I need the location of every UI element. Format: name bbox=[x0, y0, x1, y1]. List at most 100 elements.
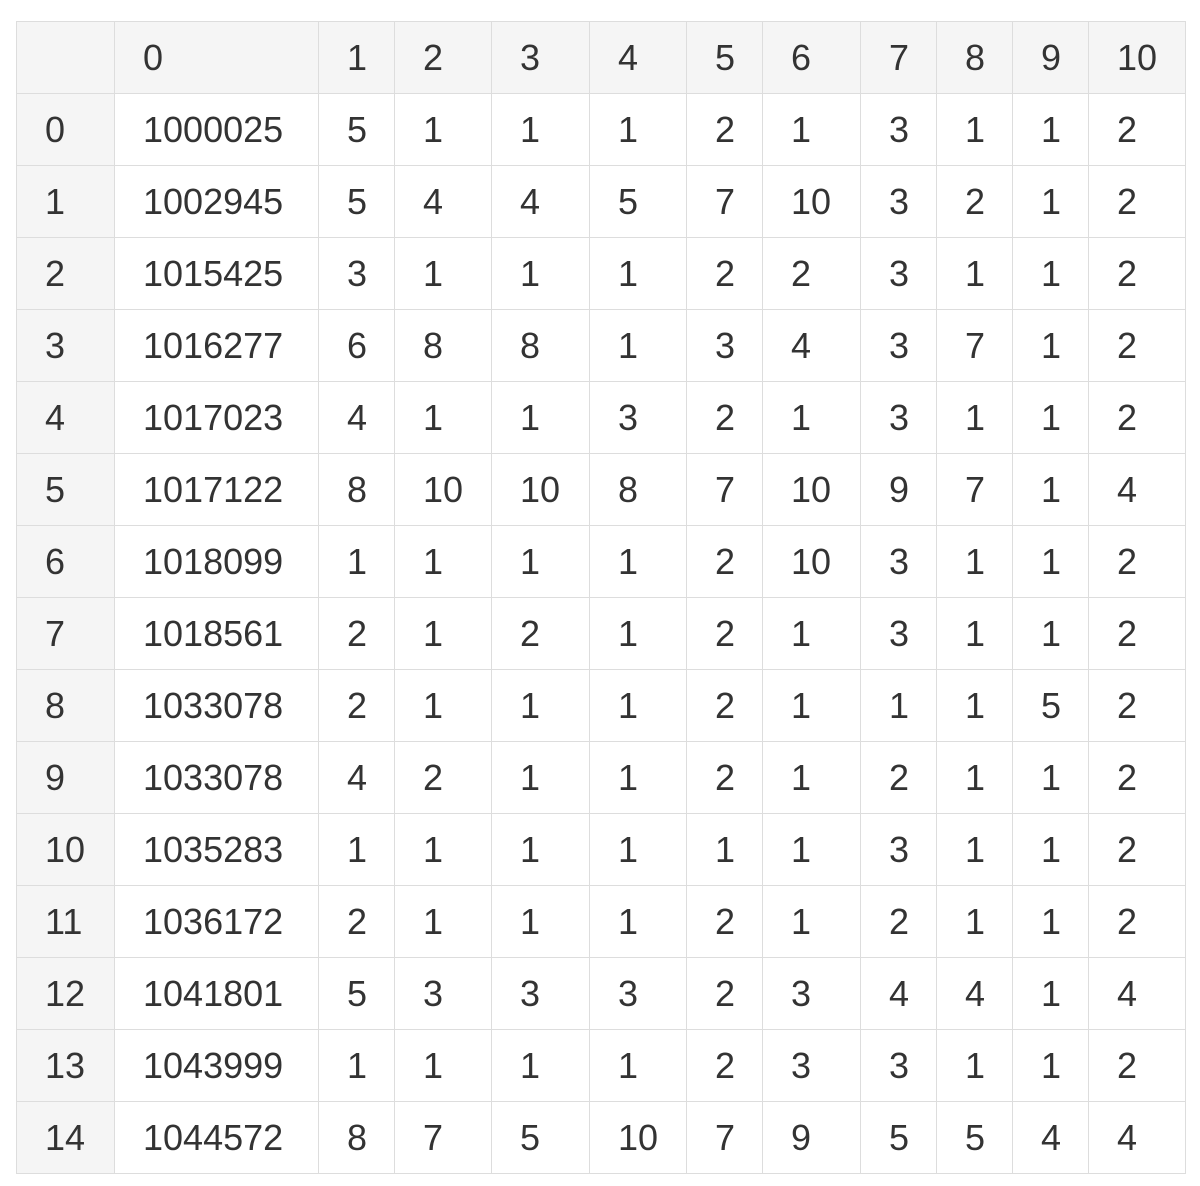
table-cell: 1 bbox=[491, 237, 590, 310]
table-row: 14 1044572 8 7 5 10 7 9 5 5 4 4 bbox=[16, 1101, 1186, 1174]
table-cell: 1015425 bbox=[114, 237, 319, 310]
row-index-cell: 13 bbox=[16, 1029, 115, 1102]
table-cell: 1 bbox=[394, 885, 492, 958]
table-cell: 2 bbox=[1088, 741, 1186, 814]
table-cell: 2 bbox=[1088, 237, 1186, 310]
table-cell: 1018099 bbox=[114, 525, 319, 598]
table-cell: 3 bbox=[860, 237, 937, 310]
table-cell: 3 bbox=[589, 957, 687, 1030]
table-cell: 3 bbox=[860, 813, 937, 886]
table-cell: 1 bbox=[762, 381, 861, 454]
table-cell: 4 bbox=[1012, 1101, 1089, 1174]
table-row: 8 1033078 2 1 1 1 2 1 1 1 5 2 bbox=[16, 669, 1186, 742]
column-header-3: 3 bbox=[491, 21, 590, 94]
table-cell: 8 bbox=[491, 309, 590, 382]
row-index-cell: 7 bbox=[16, 597, 115, 670]
table-row: 10 1035283 1 1 1 1 1 1 3 1 1 2 bbox=[16, 813, 1186, 886]
table-cell: 1 bbox=[1012, 453, 1089, 526]
table-cell: 2 bbox=[686, 237, 763, 310]
table-cell: 2 bbox=[1088, 165, 1186, 238]
table-cell: 1 bbox=[589, 597, 687, 670]
table-cell: 2 bbox=[1088, 669, 1186, 742]
table-cell: 3 bbox=[860, 1029, 937, 1102]
table-cell: 1 bbox=[589, 93, 687, 166]
header-row: 0 1 2 3 4 5 6 7 8 9 10 bbox=[16, 21, 1186, 94]
dataframe-table: 0 1 2 3 4 5 6 7 8 9 10 0 1000025 5 1 1 1 2 1 3 1 1 2 1 1002945 5… bbox=[16, 21, 1186, 1174]
table-cell: 2 bbox=[491, 597, 590, 670]
table-cell: 8 bbox=[394, 309, 492, 382]
table-cell: 2 bbox=[1088, 597, 1186, 670]
table-row: 1 1002945 5 4 4 5 7 10 3 2 1 2 bbox=[16, 165, 1186, 238]
table-cell: 1 bbox=[1012, 165, 1089, 238]
table-cell: 1 bbox=[318, 813, 395, 886]
table-row: 0 1000025 5 1 1 1 2 1 3 1 1 2 bbox=[16, 93, 1186, 166]
table-cell: 2 bbox=[936, 165, 1013, 238]
table-cell: 1 bbox=[491, 813, 590, 886]
table-cell: 1 bbox=[1012, 525, 1089, 598]
table-cell: 3 bbox=[491, 957, 590, 1030]
table-cell: 3 bbox=[860, 597, 937, 670]
column-header-1: 1 bbox=[318, 21, 395, 94]
table-cell: 1 bbox=[491, 669, 590, 742]
table-row: 4 1017023 4 1 1 3 2 1 3 1 1 2 bbox=[16, 381, 1186, 454]
table-cell: 1 bbox=[394, 1029, 492, 1102]
table-cell: 2 bbox=[860, 741, 937, 814]
table-cell: 1017023 bbox=[114, 381, 319, 454]
table-cell: 1 bbox=[589, 885, 687, 958]
table-cell: 1 bbox=[762, 597, 861, 670]
table-cell: 1 bbox=[762, 741, 861, 814]
table-cell: 3 bbox=[860, 381, 937, 454]
table-cell: 1 bbox=[589, 1029, 687, 1102]
table-cell: 7 bbox=[686, 165, 763, 238]
table-cell: 8 bbox=[318, 1101, 395, 1174]
table-cell: 10 bbox=[394, 453, 492, 526]
table-cell: 10 bbox=[762, 453, 861, 526]
table-cell: 4 bbox=[318, 381, 395, 454]
table-cell: 1 bbox=[589, 309, 687, 382]
column-header-8: 8 bbox=[936, 21, 1013, 94]
table-cell: 2 bbox=[1088, 309, 1186, 382]
table-cell: 1 bbox=[589, 741, 687, 814]
table-cell: 9 bbox=[762, 1101, 861, 1174]
table-cell: 1 bbox=[936, 597, 1013, 670]
table-cell: 2 bbox=[686, 957, 763, 1030]
table-cell: 10 bbox=[491, 453, 590, 526]
table-cell: 8 bbox=[318, 453, 395, 526]
table-cell: 1 bbox=[762, 885, 861, 958]
table-cell: 1 bbox=[491, 885, 590, 958]
table-cell: 1018561 bbox=[114, 597, 319, 670]
table-cell: 3 bbox=[860, 93, 937, 166]
table-cell: 3 bbox=[589, 381, 687, 454]
table-cell: 3 bbox=[762, 957, 861, 1030]
table-cell: 4 bbox=[394, 165, 492, 238]
table-cell: 7 bbox=[936, 453, 1013, 526]
table-cell: 4 bbox=[318, 741, 395, 814]
table-cell: 7 bbox=[686, 453, 763, 526]
table-cell: 3 bbox=[686, 309, 763, 382]
table-cell: 1 bbox=[394, 93, 492, 166]
table-cell: 1 bbox=[491, 741, 590, 814]
table-cell: 2 bbox=[686, 93, 763, 166]
table-cell: 2 bbox=[1088, 381, 1186, 454]
table-cell: 2 bbox=[686, 525, 763, 598]
table-cell: 1 bbox=[1012, 381, 1089, 454]
table-cell: 1 bbox=[589, 525, 687, 598]
table-cell: 4 bbox=[1088, 957, 1186, 1030]
table-row: 3 1016277 6 8 8 1 3 4 3 7 1 2 bbox=[16, 309, 1186, 382]
column-header-5: 5 bbox=[686, 21, 763, 94]
table-cell: 3 bbox=[860, 309, 937, 382]
table-cell: 1 bbox=[860, 669, 937, 742]
row-index-cell: 0 bbox=[16, 93, 115, 166]
table-cell: 1 bbox=[1012, 885, 1089, 958]
table-cell: 1 bbox=[1012, 957, 1089, 1030]
table-cell: 1 bbox=[394, 669, 492, 742]
table-cell: 4 bbox=[1088, 453, 1186, 526]
table-row: 2 1015425 3 1 1 1 2 2 3 1 1 2 bbox=[16, 237, 1186, 310]
table-cell: 1 bbox=[1012, 93, 1089, 166]
table-cell: 1 bbox=[589, 813, 687, 886]
table-cell: 1002945 bbox=[114, 165, 319, 238]
table-cell: 4 bbox=[762, 309, 861, 382]
table-cell: 1000025 bbox=[114, 93, 319, 166]
table-header: 0 1 2 3 4 5 6 7 8 9 10 bbox=[16, 21, 1186, 94]
row-index-cell: 14 bbox=[16, 1101, 115, 1174]
